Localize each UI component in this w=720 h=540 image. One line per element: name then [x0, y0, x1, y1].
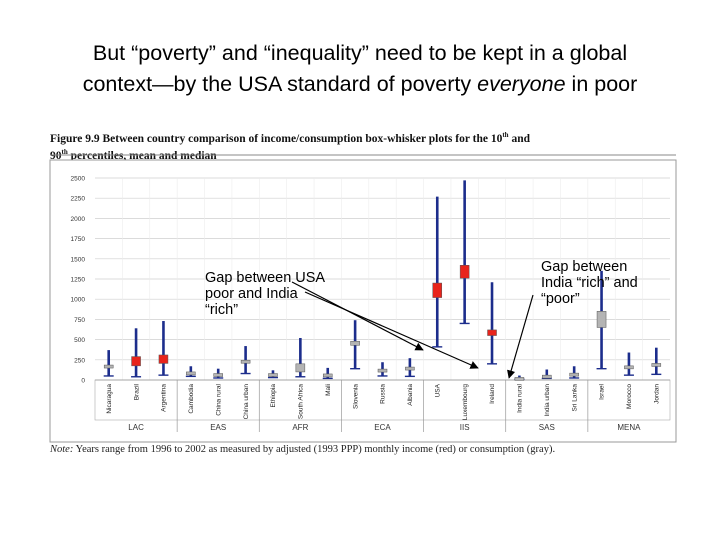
note-label: Note: — [50, 444, 74, 455]
box — [542, 374, 552, 379]
figure-caption-line-1: Figure 9.9 Between country comparison of… — [50, 129, 660, 146]
x-tick-label: Morocco — [626, 384, 633, 409]
region-label: SAS — [539, 423, 555, 432]
box — [131, 356, 141, 367]
x-tick-label: Ireland — [489, 384, 496, 404]
y-tick-label: 1250 — [71, 277, 86, 284]
y-tick-label: 2250 — [71, 196, 86, 203]
x-tick-label: Sri Lanka — [571, 384, 578, 412]
box — [459, 265, 470, 279]
chart-frame — [49, 159, 677, 443]
caption-1-post: and — [508, 132, 530, 145]
x-tick-label: Jordan — [654, 384, 661, 404]
y-tick-label: 2500 — [71, 176, 86, 183]
region-label: MENA — [617, 423, 641, 432]
box — [350, 340, 360, 346]
y-tick-label: 1000 — [71, 297, 86, 304]
title-line-2-post: in poor — [565, 72, 638, 96]
callout-usa-india: Gap between USA poor and India “rich” — [205, 270, 325, 318]
box — [569, 372, 579, 377]
x-tick-label: Argentina — [161, 384, 168, 412]
box — [295, 363, 306, 373]
box — [514, 377, 525, 381]
y-tick-label: 1500 — [71, 256, 86, 263]
y-tick-label: 500 — [74, 337, 85, 344]
x-tick-label: Albania — [407, 384, 414, 406]
region-label: ECA — [374, 423, 391, 432]
slide-title-line-1: But “poverty” and “inequality” need to b… — [92, 41, 628, 65]
x-tick-label: Luxembourg — [462, 384, 469, 421]
box — [240, 359, 251, 364]
caption-1-sup: th — [502, 131, 509, 139]
y-tick-label: 1750 — [71, 236, 86, 243]
callout-arrow-usa — [291, 281, 424, 351]
plot-layer: 0 250 500 750 1000 1250 1500 1750 2000 2250 2500 Ni… — [71, 176, 671, 432]
region-label: EAS — [210, 423, 226, 432]
caption-2-pre: 90 — [50, 149, 62, 162]
box — [186, 371, 196, 376]
box — [624, 365, 634, 370]
x-tick-label: Russia — [380, 384, 387, 404]
box — [268, 373, 278, 377]
callout-arrow-india-gap — [507, 294, 534, 379]
box — [405, 366, 415, 371]
caption-2-post: percentiles, mean and median — [67, 149, 217, 162]
callout-arrow-india-rich — [304, 291, 479, 369]
title-line-2-pre: context—by the USA standard of poverty — [82, 72, 478, 96]
x-tick-label: South Africa — [298, 384, 305, 419]
figure-note: Note: Years range from 1996 to 2002 as m… — [50, 444, 670, 455]
box — [377, 368, 388, 373]
x-tick-label: China rural — [215, 383, 222, 415]
x-tick-label: India rural — [517, 383, 524, 412]
box — [213, 373, 223, 377]
title-line-2-emphasis: everyone — [477, 72, 566, 96]
region-label: LAC — [128, 423, 144, 432]
category-label-band — [94, 379, 671, 421]
box — [651, 363, 662, 367]
note-text: Years range from 1996 to 2002 as measure… — [73, 444, 556, 455]
x-tick-label: Brazil — [133, 383, 140, 400]
region-label: AFR — [292, 423, 308, 432]
box — [103, 364, 114, 369]
region-label: IIS — [460, 423, 470, 432]
x-tick-label: Mali — [325, 384, 332, 396]
y-tick-label: 750 — [74, 317, 85, 324]
figure-caption: Figure 9.9 Between country comparison of… — [50, 129, 660, 163]
x-tick-label: Slovenia — [352, 384, 359, 409]
y-tick-label: 2000 — [71, 216, 86, 223]
y-tick-label: 250 — [74, 357, 85, 364]
callout-india-gap: Gap between India “rich” and “poor” — [541, 259, 638, 307]
slide-title: But “poverty” and “inequality” need to b… — [0, 38, 720, 100]
box — [487, 329, 497, 336]
x-tick-label: Cambodia — [188, 384, 195, 414]
box — [158, 354, 169, 364]
y-tick-label: 0 — [81, 378, 85, 385]
x-tick-label: China urban — [243, 384, 250, 420]
box — [596, 311, 607, 328]
x-tick-label: USA — [434, 383, 441, 397]
x-tick-label: Ethiopia — [270, 384, 277, 408]
box — [432, 282, 443, 298]
caption-2-sup: th — [61, 147, 68, 156]
caption-1-pre: Figure 9.9 Between country comparison of… — [50, 132, 503, 145]
x-tick-label: Nicaragua — [106, 384, 113, 414]
x-tick-label: India urban — [544, 384, 551, 417]
slide-title-line-2: context—by the USA standard of poverty e… — [0, 69, 720, 100]
x-tick-label: Israel — [599, 383, 606, 399]
figure-caption-line-2: 90th percentiles, mean and median — [50, 146, 660, 163]
box — [322, 373, 333, 378]
